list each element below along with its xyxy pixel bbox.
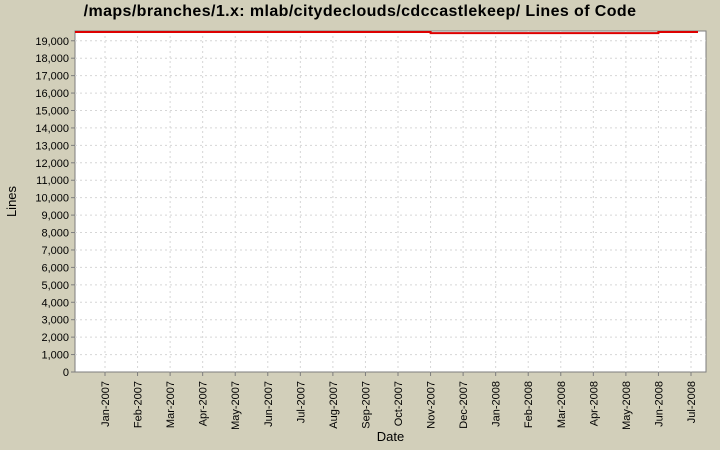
chart-title: /maps/branches/1.x: mlab/citydeclouds/cd…: [83, 3, 637, 20]
x-tick-label: Feb-2007: [133, 381, 145, 428]
y-tick-label: 2,000: [41, 332, 69, 344]
x-tick-label: May-2008: [621, 381, 633, 430]
y-tick-label: 12,000: [35, 158, 69, 170]
y-tick-label: 3,000: [41, 315, 69, 327]
x-tick-label: Jun-2007: [263, 381, 275, 427]
y-tick-label: 10,000: [35, 193, 69, 205]
y-tick-label: 8,000: [41, 228, 69, 240]
y-tick-label: 6,000: [41, 262, 69, 274]
plot-background: [74, 30, 707, 373]
y-tick-label: 13,000: [35, 140, 69, 152]
x-tick-label: Jul-2008: [686, 381, 698, 423]
x-tick-label: Aug-2007: [328, 381, 340, 429]
x-axis-title: Date: [376, 429, 405, 444]
y-tick-label: 19,000: [35, 36, 69, 48]
x-tick-label: Apr-2008: [588, 381, 600, 426]
y-tick-label: 4,000: [41, 297, 69, 309]
x-tick-label: Feb-2008: [523, 381, 535, 428]
x-tick-label: Mar-2007: [165, 381, 177, 428]
x-tick-label: Jun-2008: [653, 381, 665, 427]
x-tick-label: Sep-2007: [360, 381, 372, 429]
x-tick-label: Jan-2008: [491, 381, 503, 427]
y-tick-label: 1,000: [41, 350, 69, 362]
x-tick-label: Apr-2007: [198, 381, 210, 426]
x-tick-label: Nov-2007: [426, 381, 438, 429]
y-tick-label: 17,000: [35, 71, 69, 83]
y-tick-label: 14,000: [35, 123, 69, 135]
x-tick-label: May-2007: [230, 381, 242, 430]
y-tick-label: 0: [63, 367, 69, 379]
x-tick-label: Oct-2007: [393, 381, 405, 426]
series-line-lines-of-code: [75, 31, 698, 35]
y-tick-label: 15,000: [35, 105, 69, 117]
y-tick-label: 5,000: [41, 280, 69, 292]
y-tick-label: 9,000: [41, 210, 69, 222]
y-tick-label: 7,000: [41, 245, 69, 257]
x-tick-label: Mar-2008: [556, 381, 568, 428]
x-tick-label: Jan-2007: [100, 381, 112, 427]
y-tick-label: 18,000: [35, 53, 69, 65]
y-tick-label: 16,000: [35, 88, 69, 100]
x-tick-label: Jul-2007: [295, 381, 307, 423]
y-tick-label: 11,000: [36, 175, 69, 187]
x-tick-label: Dec-2007: [458, 381, 470, 429]
